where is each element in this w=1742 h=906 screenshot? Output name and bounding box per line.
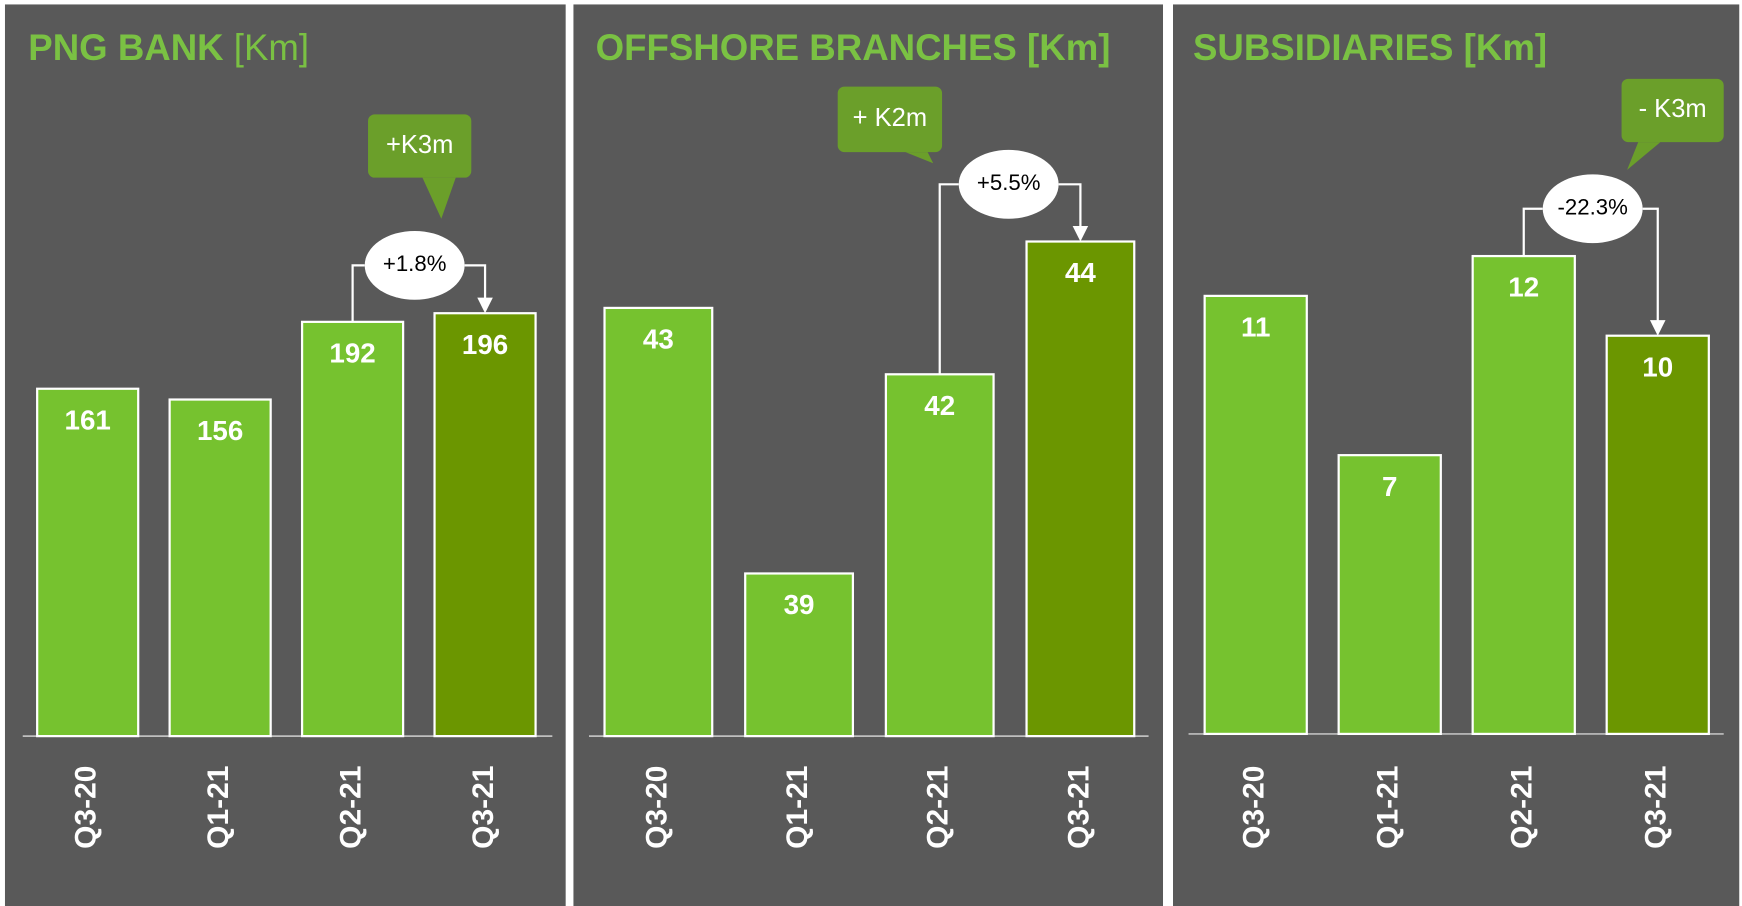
bar xyxy=(1025,240,1136,738)
bar xyxy=(884,373,995,738)
change-bubble xyxy=(958,149,1059,219)
panel-title: PNG BANK [Km] xyxy=(28,27,309,68)
callout-box xyxy=(837,86,943,153)
x-tick-label: Q2-21 xyxy=(335,766,368,849)
connector xyxy=(938,183,959,375)
connector xyxy=(1058,183,1082,229)
connector xyxy=(1642,207,1659,323)
callout-label: + K2m xyxy=(853,104,927,132)
value-label: 196 xyxy=(462,329,508,360)
x-tick-label: Q3-21 xyxy=(467,766,500,849)
connector xyxy=(1522,207,1543,257)
panel-title: OFFSHORE BRANCHES [Km] xyxy=(596,27,1111,68)
bar xyxy=(1471,254,1576,736)
x-tick-label: Q1-21 xyxy=(202,766,235,849)
value-label: 44 xyxy=(1065,257,1096,288)
bar xyxy=(300,320,405,738)
callout-box xyxy=(368,114,472,178)
change-bubble xyxy=(364,230,465,300)
x-tick-label: Q3-20 xyxy=(1238,766,1271,849)
value-label: 42 xyxy=(924,390,955,421)
arrow-head xyxy=(1072,225,1089,242)
bar xyxy=(1203,294,1308,736)
bar xyxy=(1337,454,1442,736)
value-label: 11 xyxy=(1241,312,1270,343)
x-tick-label: Q1-21 xyxy=(1372,766,1405,849)
callout-label: - K3m xyxy=(1639,95,1707,123)
change-label: +5.5% xyxy=(977,170,1041,195)
callout-label: +K3m xyxy=(386,131,453,159)
value-label: 43 xyxy=(643,324,674,355)
value-label: 12 xyxy=(1508,272,1539,303)
x-tick-label: Q2-21 xyxy=(922,766,955,849)
value-label: 161 xyxy=(65,404,111,435)
bar xyxy=(603,306,714,738)
x-tick-label: Q2-21 xyxy=(1506,766,1539,849)
x-tick-label: Q3-20 xyxy=(70,766,103,849)
x-tick-label: Q3-21 xyxy=(1640,766,1673,849)
callout-box xyxy=(1621,78,1724,143)
x-tick-label: Q3-20 xyxy=(640,766,673,849)
x-tick-label: Q1-21 xyxy=(781,766,814,849)
change-bubble xyxy=(1542,174,1643,244)
callout-tail xyxy=(422,177,456,219)
value-label: 39 xyxy=(784,589,815,620)
bar xyxy=(1605,334,1710,736)
bar xyxy=(168,398,272,738)
bar xyxy=(36,387,140,738)
value-label: 156 xyxy=(197,415,243,446)
connector xyxy=(351,264,365,322)
arrow-head xyxy=(477,297,493,314)
change-label: -22.3% xyxy=(1558,195,1628,220)
x-tick-label: Q3-21 xyxy=(1062,766,1095,849)
change-label: +1.8% xyxy=(383,251,447,276)
bar xyxy=(744,572,855,738)
value-label: 10 xyxy=(1642,351,1673,382)
panel-title: SUBSIDIARIES [Km] xyxy=(1193,27,1547,68)
value-label: 192 xyxy=(329,337,375,368)
value-label: 7 xyxy=(1382,471,1397,502)
bar xyxy=(433,312,537,738)
arrow-head xyxy=(1649,320,1666,336)
connector xyxy=(464,264,487,300)
